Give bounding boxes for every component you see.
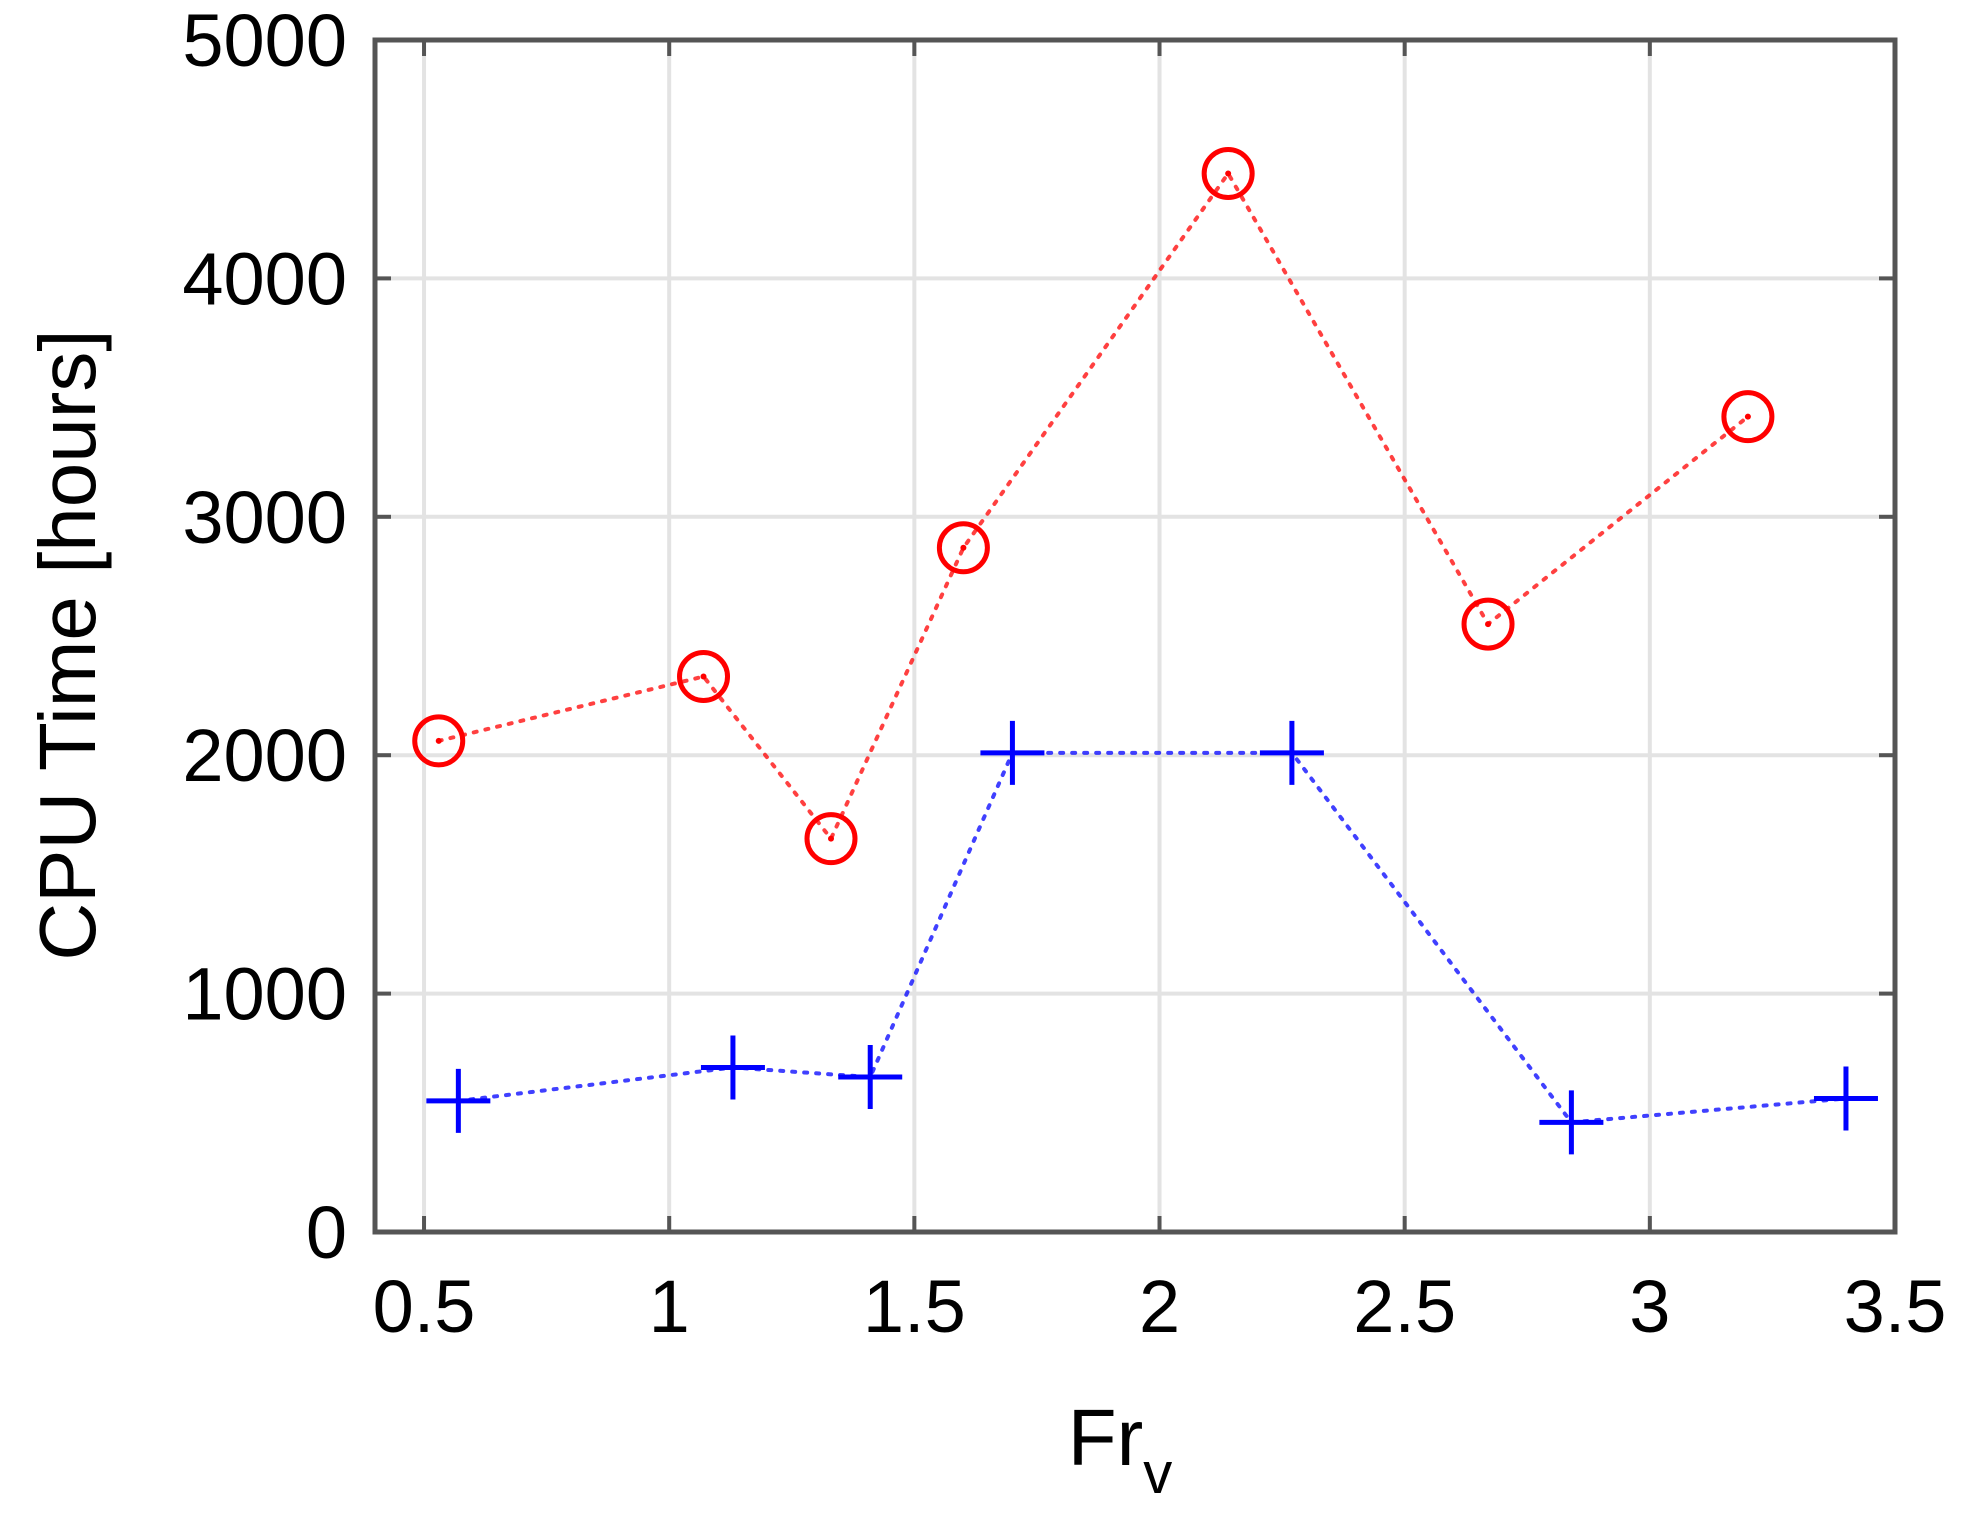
series-1-point-center [1485, 621, 1492, 628]
x-tick-label: 1.5 [863, 1265, 966, 1348]
series-1 [412, 147, 1775, 866]
plot-frame [372, 37, 1898, 1235]
y-tick-label: 2000 [182, 714, 347, 797]
series-2 [426, 720, 1878, 1155]
series-1-point [936, 521, 990, 575]
series-1-point-center [828, 835, 834, 842]
series-2-line [456, 750, 1848, 1125]
series-1-line [436, 169, 1750, 843]
x-tick-label: 3.5 [1844, 1265, 1947, 1348]
series-2-point [838, 1045, 903, 1110]
series-1-point-center [1744, 413, 1751, 420]
x-axis-label: Frv [1068, 1393, 1173, 1506]
series-2-point [426, 1068, 491, 1133]
x-tick-label: 2.5 [1353, 1265, 1456, 1348]
x-axis-label-main: Fr [1068, 1393, 1144, 1482]
y-tick-label: 4000 [182, 237, 347, 320]
series-layer [412, 147, 1878, 1155]
y-tick-label: 0 [306, 1191, 347, 1274]
x-tick-label: 0.5 [373, 1265, 476, 1348]
series-2-point [1539, 1090, 1604, 1155]
y-tick-label: 3000 [182, 476, 347, 559]
x-tick-label: 3 [1629, 1265, 1670, 1348]
y-axis-label: CPU Time [hours] [23, 329, 112, 960]
series-1-point [804, 812, 858, 866]
series-2-point [1813, 1066, 1878, 1131]
x-axis-ticks: 0.5 1 1.5 2 2.5 3 3.5 [373, 40, 1947, 1348]
x-tick-label: 1 [649, 1265, 690, 1348]
series-1-point [1201, 147, 1255, 201]
plot-border [372, 37, 1898, 1235]
series-2-point [980, 720, 1045, 785]
series-1-point [677, 650, 731, 704]
series-1-point-center [1225, 170, 1232, 177]
x-tick-label: 2 [1139, 1265, 1180, 1348]
series-2-point [700, 1035, 765, 1100]
x-axis-label-subscript: v [1143, 1441, 1172, 1506]
series-1-point [1721, 390, 1775, 444]
y-tick-label: 5000 [182, 0, 347, 82]
series-1-point-center [960, 544, 967, 551]
series-2-point [1259, 720, 1324, 785]
series-1-point [1461, 597, 1515, 651]
y-tick-label: 1000 [182, 953, 347, 1036]
y-axis-ticks: 0 1000 2000 3000 4000 5000 [182, 0, 1895, 1274]
series-1-point [412, 714, 466, 768]
grid [375, 40, 1895, 1232]
series-1-point-center [435, 737, 442, 744]
series-1-point-center [700, 673, 707, 680]
